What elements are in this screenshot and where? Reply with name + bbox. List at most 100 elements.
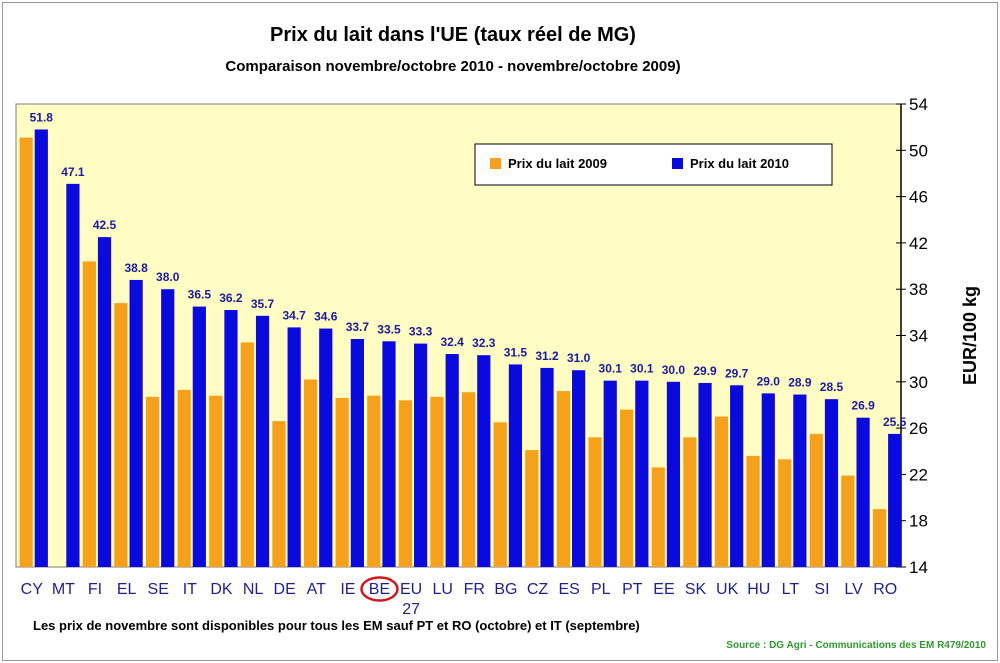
bar-2009 <box>398 400 412 567</box>
bar-2010 <box>824 399 839 567</box>
x-tick-label: EL <box>117 581 137 598</box>
bar-2010 <box>161 289 175 567</box>
data-label: 32.4 <box>441 335 465 349</box>
bar-2009 <box>430 396 444 567</box>
x-tick-label: FR <box>464 581 485 598</box>
y-tick-label: 38 <box>909 280 928 299</box>
data-label: 38.0 <box>156 270 180 284</box>
bar-2010 <box>413 343 428 567</box>
y-tick-label: 54 <box>909 95 928 114</box>
bar-2009 <box>683 437 697 567</box>
x-tick-label: BE <box>369 581 390 598</box>
chart-title: Prix du lait dans l'UE (taux réel de MG) <box>270 24 636 46</box>
data-label: 25.5 <box>883 415 907 429</box>
y-tick-label: 14 <box>909 558 928 577</box>
data-label: 47.1 <box>61 165 85 179</box>
y-tick-label: 30 <box>909 373 928 392</box>
x-tick-label: SE <box>148 581 169 598</box>
data-label: 36.2 <box>219 291 243 305</box>
x-tick-label: MT <box>52 581 75 598</box>
bar-2009 <box>493 422 507 567</box>
bar-2009 <box>714 416 729 567</box>
x-tick-label: IE <box>340 581 355 598</box>
y-tick-label: 26 <box>909 419 928 438</box>
x-tick-label: PT <box>622 581 643 598</box>
x-tick-label: UK <box>716 581 739 598</box>
bar-2010 <box>445 354 459 567</box>
bar-2010 <box>224 310 238 567</box>
y-tick-label: 18 <box>909 512 928 531</box>
bar-2009 <box>872 509 887 567</box>
x-tick-label: EE <box>653 581 674 598</box>
legend-swatch-2010 <box>672 158 683 169</box>
bar-2010 <box>540 367 554 567</box>
legend-label-2010: Prix du lait 2010 <box>690 156 789 171</box>
bar-2009 <box>778 459 792 567</box>
data-label: 38.8 <box>124 261 148 275</box>
data-label: 31.5 <box>504 345 528 359</box>
x-tick-label: CY <box>21 581 44 598</box>
data-label: 30.0 <box>662 363 686 377</box>
highlight-circle <box>360 576 399 602</box>
x-tick-label: AT <box>307 581 326 598</box>
x-tick-label: RO <box>873 581 897 598</box>
data-label: 30.1 <box>599 362 623 376</box>
data-label: 36.5 <box>188 288 212 302</box>
footnote: Les prix de novembre sont disponibles po… <box>33 618 640 633</box>
bar-2010 <box>192 306 206 567</box>
bar-2010 <box>34 129 48 567</box>
bar-2009 <box>841 475 855 567</box>
x-tick-label: ES <box>558 581 579 598</box>
data-label: 28.9 <box>788 376 812 390</box>
data-label: 26.9 <box>851 399 875 413</box>
bar-2009 <box>556 391 571 567</box>
bar-2010 <box>66 183 80 567</box>
data-label: 29.7 <box>725 366 749 380</box>
bar-2010 <box>508 364 523 567</box>
x-tick-label: NL <box>243 581 264 598</box>
bar-2009 <box>145 396 160 567</box>
bar-2009 <box>303 379 318 567</box>
bar-2009 <box>335 398 349 567</box>
x-tick-label: CZ <box>527 581 549 598</box>
bar-2010 <box>793 394 807 567</box>
data-label: 33.7 <box>346 320 370 334</box>
data-label: 34.7 <box>282 308 306 322</box>
data-label: 31.2 <box>535 349 559 363</box>
bar-2009 <box>240 342 254 567</box>
x-tick-label: FI <box>88 581 102 598</box>
y-tick-label: 34 <box>909 327 928 346</box>
bar-2010 <box>97 237 112 568</box>
bar-2010 <box>603 380 617 567</box>
bar-2009 <box>114 303 128 567</box>
data-label: 34.6 <box>314 310 338 324</box>
data-label: 32.3 <box>472 336 496 350</box>
bar-2009 <box>82 261 96 567</box>
x-tick-label: LT <box>782 581 800 598</box>
bar-2009 <box>651 467 665 567</box>
source-credit: Source : DG Agri - Communications des EM… <box>726 640 986 651</box>
bar-2009 <box>367 395 381 567</box>
legend-box <box>474 143 833 186</box>
bar-2010 <box>572 370 586 567</box>
x-tick-label: PL <box>591 581 611 598</box>
data-label: 29.9 <box>693 364 717 378</box>
data-label: 30.1 <box>630 362 654 376</box>
bar-2009 <box>809 433 823 567</box>
bar-2009 <box>209 395 223 567</box>
bar-2010 <box>635 380 649 567</box>
data-label: 51.8 <box>30 110 54 124</box>
bar-2009 <box>19 137 33 567</box>
bar-2009 <box>177 389 191 567</box>
y-tick-label: 42 <box>909 234 928 253</box>
bar-2009 <box>525 450 539 567</box>
x-tick-label: LU <box>432 581 452 598</box>
bar-2010 <box>255 315 270 567</box>
bar-2010 <box>319 328 333 567</box>
bar-2010 <box>477 355 491 567</box>
bar-2010 <box>730 385 744 567</box>
bar-2009 <box>588 437 602 567</box>
bar-2009 <box>620 409 634 567</box>
data-label: 31.0 <box>567 351 591 365</box>
bar-2010 <box>382 341 396 567</box>
